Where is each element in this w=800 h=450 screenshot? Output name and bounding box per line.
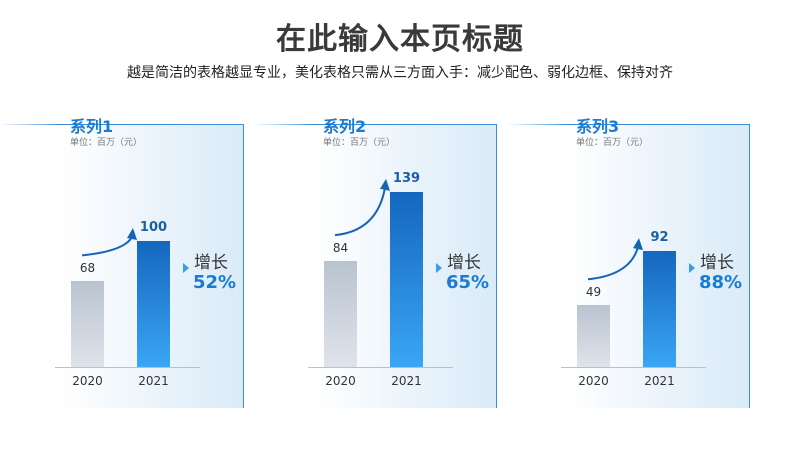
baseline — [308, 367, 453, 368]
chart-panel-2: 系列2 单位：百万（元） 84 139 2020 2021 增长 65% — [253, 0, 503, 450]
x-tick-label-2021: 2021 — [391, 374, 422, 388]
growth-arrow-icon — [81, 228, 137, 257]
growth-label: 增长 — [194, 253, 228, 273]
x-tick-label-2021: 2021 — [138, 374, 169, 388]
growth-value: 88% — [699, 272, 743, 293]
series-title: 系列2 — [323, 117, 367, 136]
value-label-2021: 100 — [139, 220, 168, 235]
baseline — [561, 367, 706, 368]
value-label-2021: 139 — [392, 170, 421, 186]
unit-label: 单位：百万（元） — [576, 138, 649, 148]
value-label-2020: 68 — [79, 261, 96, 276]
bar-2020 — [71, 281, 104, 367]
bar-2021 — [643, 251, 676, 367]
page-subtitle: 越是简洁的表格越显专业，美化表格只需从三方面入手：减少配色、弱化边框、保持对齐 — [127, 65, 673, 81]
value-label-2020: 84 — [332, 241, 349, 256]
value-label-2021: 92 — [650, 230, 669, 246]
bar-2021 — [390, 191, 423, 367]
unit-label: 单位：百万（元） — [323, 138, 396, 148]
series-title: 系列3 — [576, 117, 620, 136]
x-tick-label-2020: 2020 — [325, 374, 356, 388]
triangle-marker-icon — [183, 263, 189, 273]
growth-label: 增长 — [447, 253, 481, 273]
growth-value: 65% — [446, 272, 490, 293]
series-title: 系列1 — [70, 117, 114, 136]
x-tick-label-2020: 2020 — [72, 374, 103, 388]
baseline — [55, 367, 200, 368]
growth-label: 增长 — [700, 253, 734, 273]
bar-2021 — [137, 241, 170, 367]
value-label-2020: 49 — [585, 285, 602, 300]
bar-2020 — [324, 261, 357, 367]
x-tick-label-2021: 2021 — [644, 374, 675, 388]
growth-value: 52% — [193, 272, 237, 293]
unit-label: 单位：百万（元） — [70, 138, 143, 148]
growth-arrow-icon — [587, 238, 643, 281]
chart-panel-3: 系列3 单位：百万（元） 49 92 2020 2021 增长 88% — [506, 0, 756, 450]
triangle-marker-icon — [689, 263, 695, 273]
x-tick-label-2020: 2020 — [578, 374, 609, 388]
triangle-marker-icon — [436, 263, 442, 273]
bar-2020 — [577, 305, 610, 367]
growth-arrow-icon — [334, 178, 390, 237]
chart-panel-1: 系列1 单位：百万（元） 68 100 2020 2021 增长 52% — [0, 0, 250, 450]
page-title: 在此输入本页标题 — [276, 22, 524, 57]
